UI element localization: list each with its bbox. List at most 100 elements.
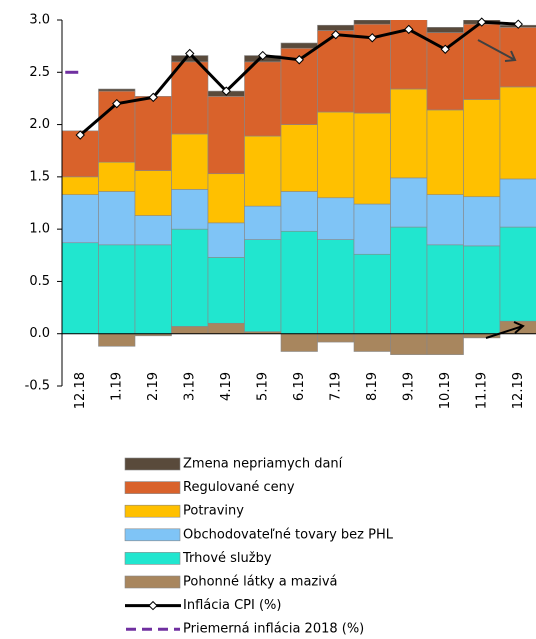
x-tick-label: 7.19 xyxy=(328,372,343,401)
bar-segment xyxy=(98,333,136,347)
y-tick-label: 1.0 xyxy=(29,222,50,237)
legend-label: Regulované ceny xyxy=(183,480,295,495)
bar-segment xyxy=(207,173,245,224)
cpi-marker xyxy=(75,130,85,140)
bar-segment xyxy=(62,242,99,335)
bar-segment xyxy=(207,257,245,324)
y-tick-label: 2.5 xyxy=(29,65,50,80)
legend-label: Zmena nepriamych daní xyxy=(183,457,343,472)
cpi-marker xyxy=(477,17,487,27)
bar-segment xyxy=(280,333,318,352)
legend-label: Inflácia CPI (%) xyxy=(183,598,281,613)
bar-segment xyxy=(426,32,464,111)
bar-segment xyxy=(353,112,391,205)
legend-swatch xyxy=(124,552,181,565)
cpi-marker xyxy=(513,19,523,29)
bar-segment xyxy=(280,42,318,49)
annotation-arrows xyxy=(477,39,525,339)
bar-segment xyxy=(353,203,391,255)
y-tick-label: 2.0 xyxy=(29,117,50,132)
bar-segment xyxy=(390,333,428,355)
cpi-marker xyxy=(221,86,231,96)
bar-segment xyxy=(426,27,464,33)
bar-segment xyxy=(171,133,209,190)
y-tick-label: 3.0 xyxy=(29,13,50,28)
y-tick-label: 1.5 xyxy=(29,169,50,184)
legend-label: Pohonné látky a mazivá xyxy=(183,575,338,590)
bar-segment xyxy=(98,161,136,192)
bar-segment xyxy=(390,226,428,335)
bar-segment xyxy=(280,124,318,192)
legend-swatch xyxy=(124,528,181,542)
bar-segment xyxy=(171,228,209,327)
overlay xyxy=(62,17,536,335)
arrow xyxy=(485,321,525,339)
bar-segment xyxy=(390,88,428,179)
legend-label: Potraviny xyxy=(183,504,244,519)
x-tick-label: 9.19 xyxy=(401,372,416,401)
bar-segment xyxy=(391,12,428,16)
x-tick-label: 10.19 xyxy=(438,372,453,409)
cpi-marker xyxy=(185,48,195,59)
bar-segment xyxy=(426,109,464,195)
x-tick-label: 4.19 xyxy=(219,372,234,401)
bar-segment xyxy=(244,135,282,207)
legend-swatch xyxy=(124,504,181,518)
x-tick-label: 3.19 xyxy=(182,372,197,401)
x-tick-label: 8.19 xyxy=(365,372,380,401)
bar-segment xyxy=(317,333,355,343)
bar-segment xyxy=(244,205,282,240)
bar-segment xyxy=(207,96,245,175)
bar-segment xyxy=(463,245,501,335)
bar-segment xyxy=(98,244,136,335)
bar-segment xyxy=(62,194,99,244)
bar-segment xyxy=(171,326,209,335)
bar-segment xyxy=(171,189,209,230)
cpi-marker xyxy=(112,98,122,109)
cpi-marker xyxy=(294,55,304,65)
cpi-marker xyxy=(258,50,268,61)
bar-segment xyxy=(390,177,428,228)
y-tick-label: -0.5 xyxy=(25,379,50,394)
bar-segment xyxy=(353,253,391,335)
bar-segment xyxy=(171,61,209,135)
bar-segment xyxy=(499,178,536,228)
bar-segment xyxy=(353,20,391,25)
bar-segment xyxy=(280,230,318,335)
bar-segment xyxy=(98,88,136,92)
bar-segment xyxy=(499,226,536,322)
bar-segment xyxy=(134,215,172,246)
x-tick-label: 5.19 xyxy=(255,372,270,401)
bar-segment xyxy=(317,239,355,335)
cpi-marker xyxy=(440,44,450,54)
x-tick-label: 11.19 xyxy=(474,372,489,409)
cpi-marker xyxy=(148,92,158,103)
bar-segment xyxy=(244,239,282,332)
bar-segment xyxy=(134,170,172,216)
bar-segment xyxy=(317,197,355,240)
bar-segment xyxy=(244,61,282,137)
legend-swatch xyxy=(124,575,181,589)
bar-segment xyxy=(426,244,464,335)
legend-swatch xyxy=(124,481,181,494)
bar-segment xyxy=(426,333,464,355)
legend-label: Priemerná inflácia 2018 (%) xyxy=(183,622,364,637)
arrow xyxy=(477,39,517,62)
bar-segment xyxy=(353,333,391,352)
bar-segment xyxy=(499,27,536,88)
cpi-marker xyxy=(331,29,341,40)
y-tick-label: 0.0 xyxy=(29,326,50,341)
x-tick-label: 2.19 xyxy=(146,372,161,401)
x-tick-label: 12.19 xyxy=(511,372,526,409)
legend-swatch xyxy=(124,457,181,471)
plot-area xyxy=(62,12,536,355)
bar-segment xyxy=(134,244,172,335)
bar-segment xyxy=(317,24,355,31)
bar-segment xyxy=(463,23,501,100)
bar-segment xyxy=(499,86,536,180)
bar-segment xyxy=(426,194,464,246)
bar-segment xyxy=(134,96,172,171)
bar-segment xyxy=(98,191,136,246)
x-tick-label: 6.19 xyxy=(292,372,307,401)
